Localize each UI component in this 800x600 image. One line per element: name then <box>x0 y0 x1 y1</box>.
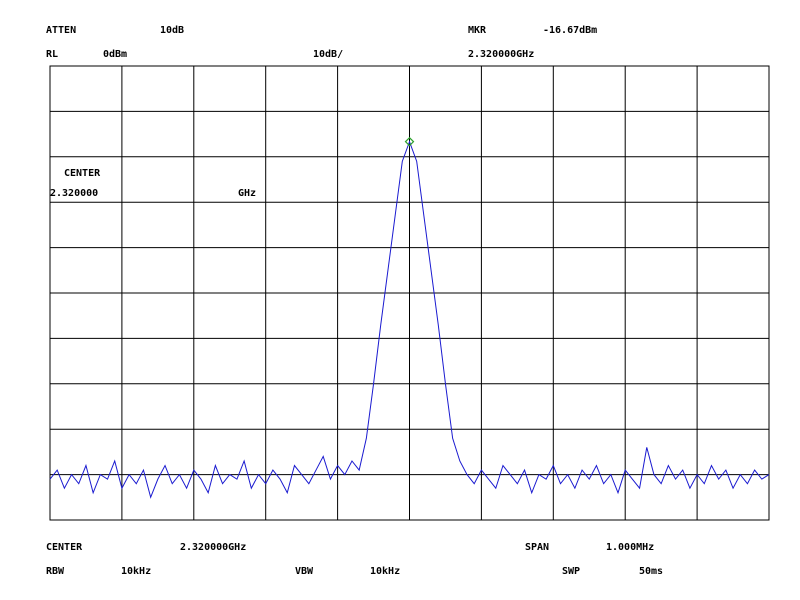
label: MKR <box>468 25 487 36</box>
label: 2.320000 <box>50 188 98 199</box>
label: SPAN <box>525 542 549 553</box>
label: 1.000MHz <box>606 542 654 553</box>
label: 2.320000GHz <box>180 542 246 553</box>
label: -16.67dBm <box>543 25 597 36</box>
label: ATTEN <box>46 25 76 36</box>
label: VBW <box>295 566 314 577</box>
trace <box>49 140 770 499</box>
marker <box>404 136 415 147</box>
label: GHz <box>238 188 256 199</box>
label: 0dBm <box>103 49 127 60</box>
label: CENTER <box>64 168 101 179</box>
label: 50ms <box>639 566 663 577</box>
label: 10dB/ <box>313 49 343 60</box>
label: 2.320000GHz <box>468 49 534 60</box>
label: 10kHz <box>370 566 400 577</box>
label: SWP <box>562 566 580 577</box>
label: 10kHz <box>121 566 151 577</box>
label: RL <box>46 49 58 60</box>
label: 10dB <box>160 25 184 36</box>
label: CENTER <box>46 542 83 553</box>
label: RBW <box>46 566 65 577</box>
